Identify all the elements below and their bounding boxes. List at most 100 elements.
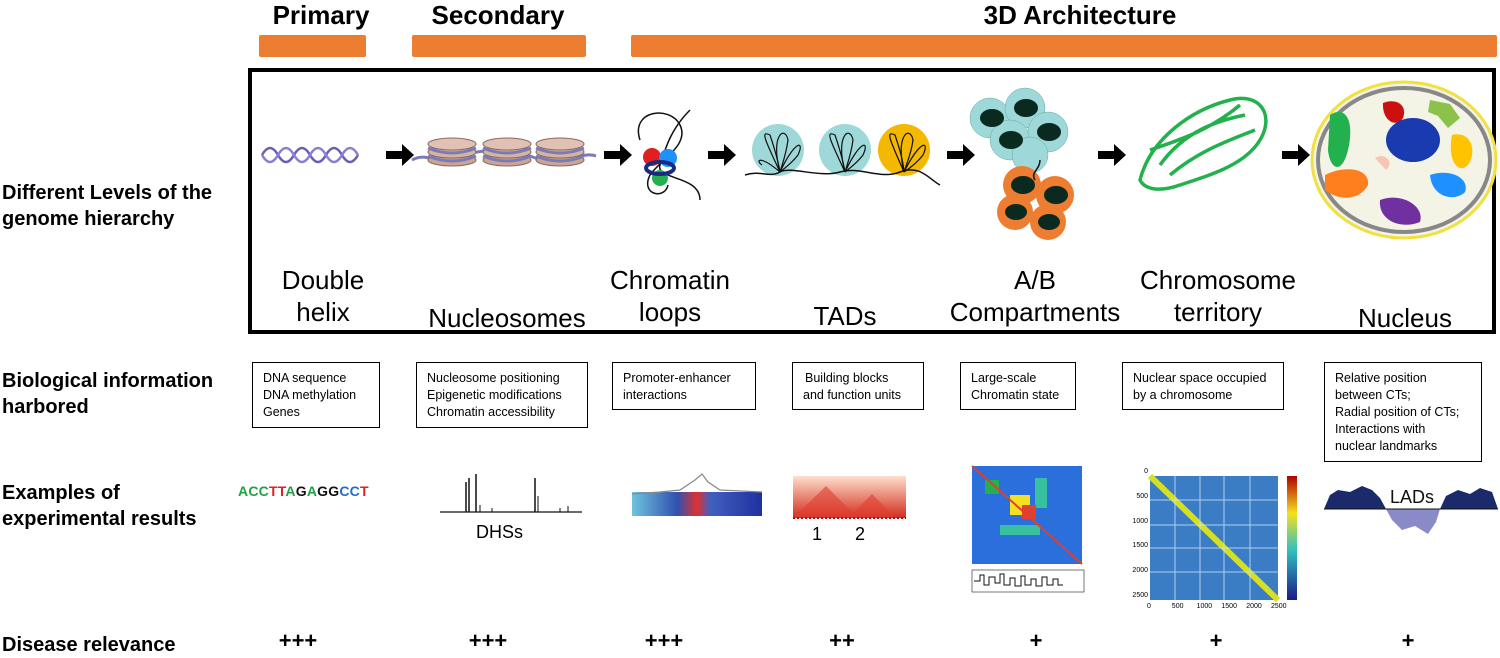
level-nucleosomes: Nucleosomes: [412, 264, 602, 334]
info-line: Epigenetic modifications: [427, 388, 562, 402]
info-line: by a chromosome: [1133, 388, 1233, 402]
row-label-levels-line2: genome hierarchy: [2, 208, 175, 230]
disease-relevance-nucleus: +: [1401, 628, 1415, 653]
dna-letter: G: [317, 483, 329, 499]
info-line: nuclear landmarks: [1335, 439, 1438, 453]
hierarchy-frame: [248, 68, 1496, 334]
dna-letter: G: [295, 483, 307, 499]
info-line: Interactions with: [1335, 422, 1426, 436]
level-nucleosomes-line2: Nucleosomes: [428, 303, 586, 333]
heatmap-x-tick: 1500: [1221, 603, 1237, 610]
dhs-signal-plot: [440, 474, 582, 513]
level-ab-compartments-line1: A/B: [1014, 265, 1056, 295]
level-tads-line1: [790, 264, 900, 296]
disease-relevance-compartments: +: [1029, 628, 1043, 653]
info-box-primary: DNA sequence DNA methylation Genes: [252, 362, 380, 428]
info-line: Building blocks: [805, 371, 889, 385]
heatmap-x-tick: 500: [1171, 603, 1184, 610]
lads-label: LADs: [1390, 487, 1435, 507]
level-tads: TADs: [790, 264, 900, 332]
territory-heatmap-plot: [1147, 473, 1297, 603]
chromosome-territory-icon: [1138, 96, 1268, 191]
double-helix-icon: [260, 146, 360, 164]
heatmap-y-tick: 500: [1136, 492, 1148, 500]
compartment-heatmap-plot: [971, 465, 1085, 593]
level-tads-line2: TADs: [813, 301, 877, 331]
info-line: Nucleosome positioning: [427, 371, 560, 385]
info-line: Relative position: [1335, 371, 1427, 385]
dna-letter: T: [268, 483, 278, 499]
row-label-info-line1: Biological information: [2, 370, 214, 392]
level-ab-compartments-line2: Compartments: [949, 297, 1121, 327]
row-label-info: Biological information harbored: [2, 368, 213, 420]
level-double-helix: Double helix: [258, 264, 388, 328]
category-primary-title: Primary: [272, 0, 370, 30]
info-box-compartments: Large-scale Chromatin state: [960, 362, 1076, 410]
category-primary-bar: [259, 35, 366, 57]
level-chromatin-loops-line1: Chromatin: [610, 265, 730, 295]
disease-relevance-loops: +++: [644, 628, 684, 653]
row-label-info-line2: harbored: [2, 396, 89, 418]
info-box-territory: Nuclear space occupied by a chromosome: [1122, 362, 1284, 410]
tads-icon: [744, 124, 941, 186]
dna-letter: C: [349, 483, 360, 499]
info-box-tads: Building blocks and function units: [792, 362, 924, 410]
heatmap-y-tick: 2500: [1132, 592, 1148, 599]
dna-letter: C: [258, 483, 269, 499]
lads-signal-plot: [1324, 486, 1498, 534]
arrow-icon: [386, 144, 1310, 166]
dna-letter: C: [248, 483, 259, 499]
row-label-examples: Examples of experimental results: [2, 480, 197, 532]
level-chromosome-territory: Chromosome territory: [1128, 264, 1308, 328]
info-line: Large-scale: [971, 371, 1037, 385]
info-line: Radial position of CTs;: [1335, 405, 1460, 419]
dna-letter: T: [277, 483, 286, 499]
disease-relevance-tads: ++: [829, 628, 855, 653]
disease-relevance-primary: +++: [278, 628, 318, 653]
dna-letter: G: [328, 483, 340, 499]
level-nucleus: Nucleus: [1330, 264, 1480, 334]
heatmap-x-tick: 1000: [1196, 603, 1213, 610]
tad-label-2: 2: [855, 524, 866, 544]
nucleosomes-icon: [411, 137, 597, 167]
heatmap-x-tick: 0: [1147, 603, 1151, 610]
tad-label-1: 1: [812, 524, 823, 544]
dhs-label: DHSs: [476, 522, 524, 542]
level-double-helix-line1: Double: [281, 265, 365, 295]
info-line: Nuclear space occupied: [1133, 371, 1267, 385]
info-line: Chromatin accessibility: [427, 405, 555, 419]
level-chromatin-loops-line2: loops: [638, 297, 702, 327]
row-label-examples-line2: experimental results: [2, 508, 197, 530]
dna-letter: A: [238, 483, 249, 499]
level-nucleus-line2: Nucleus: [1358, 303, 1452, 333]
dna-letter: A: [306, 483, 318, 499]
chromatin-loop-icon: [637, 109, 701, 201]
dna-letter: A: [285, 483, 296, 499]
nucleus-icon: [1310, 80, 1498, 240]
heatmap-x-tick: 2500: [1271, 603, 1287, 610]
level-nucleosomes-line1: [412, 264, 602, 296]
info-line: DNA sequence: [263, 371, 347, 385]
info-line: Chromatin state: [971, 388, 1060, 402]
level-double-helix-line2: helix: [296, 297, 350, 327]
info-box-nucleus: Relative position between CTs; Radial po…: [1324, 362, 1482, 462]
category-secondary-title: Secondary: [431, 0, 565, 30]
row-label-levels: Different Levels of the genome hierarchy: [2, 180, 212, 232]
heatmap-x-tick: 2000: [1246, 603, 1262, 610]
dna-letter: C: [339, 483, 350, 499]
level-ab-compartments: A/B Compartments: [940, 264, 1130, 328]
level-chromatin-loops: Chromatin loops: [598, 264, 742, 328]
dna-sequence-example: ACCTTAGAGGCCT: [238, 483, 369, 499]
level-chromosome-territory-line2: territory: [1173, 297, 1263, 327]
info-line: DNA methylation: [263, 388, 357, 402]
disease-relevance-nucleosomes: +++: [468, 628, 508, 653]
category-secondary-bar: [412, 35, 586, 57]
category-3d-bar: [631, 35, 1497, 57]
loop-signal-plot: [631, 473, 763, 516]
dna-letter: T: [359, 483, 369, 499]
heatmap-y-tick: 2000: [1132, 567, 1148, 575]
heatmap-y-tick: 1000: [1132, 517, 1148, 525]
info-box-loops: Promoter-enhancer interactions: [612, 362, 756, 410]
disease-relevance-territory: +: [1209, 628, 1223, 653]
